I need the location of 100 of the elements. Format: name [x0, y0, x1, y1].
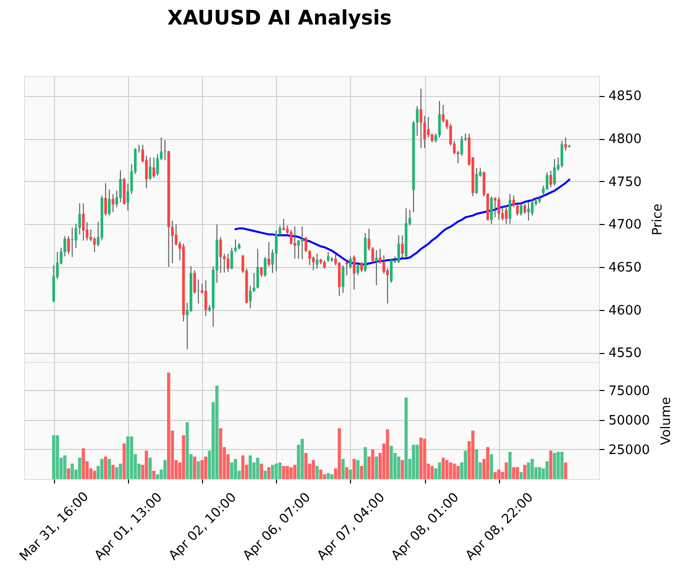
candlestick	[193, 270, 196, 294]
bar	[52, 435, 56, 479]
bar	[474, 449, 478, 479]
bar	[163, 460, 167, 479]
candlestick	[290, 229, 292, 245]
bar	[530, 458, 534, 479]
candlestick	[401, 234, 404, 258]
bar	[404, 397, 408, 479]
bar	[360, 466, 364, 479]
bar	[538, 467, 542, 479]
candlestick	[226, 253, 230, 272]
bar	[452, 464, 456, 479]
candlestick	[530, 198, 534, 216]
candlestick	[520, 203, 522, 216]
bar	[286, 466, 289, 479]
candlestick	[527, 202, 530, 221]
bar	[490, 454, 494, 479]
candlestick	[560, 140, 564, 168]
candlestick	[268, 242, 270, 267]
candlestick	[498, 196, 500, 220]
candlestick	[553, 158, 556, 186]
candlestick	[171, 220, 174, 264]
bar	[104, 456, 108, 479]
bar	[512, 467, 516, 479]
candlestick	[420, 88, 422, 149]
bar	[416, 444, 419, 479]
bar	[144, 450, 148, 479]
bar	[264, 470, 267, 479]
y-tick-label: 4550	[608, 346, 642, 362]
y-tick-label: 4650	[608, 260, 642, 276]
candlestick	[427, 116, 430, 138]
candlestick	[397, 234, 400, 264]
candlestick	[174, 224, 178, 246]
candlestick	[274, 230, 278, 272]
bar	[419, 438, 423, 479]
bar	[100, 458, 104, 479]
bar	[520, 472, 523, 479]
candlestick	[134, 148, 137, 175]
bar	[430, 466, 434, 479]
bar	[464, 450, 468, 479]
chart-title: XAUUSD AI Analysis	[167, 6, 392, 30]
y-tick-label: 4750	[608, 174, 642, 190]
bar	[204, 456, 208, 479]
bar	[248, 455, 252, 479]
bar	[186, 422, 189, 479]
candlestick	[316, 253, 318, 270]
candlestick	[508, 193, 512, 224]
bar	[78, 458, 82, 479]
bar	[364, 447, 367, 479]
bar	[471, 430, 474, 479]
bar	[390, 446, 393, 479]
candlestick	[352, 254, 356, 290]
candlestick	[523, 203, 526, 214]
candlestick	[204, 280, 208, 317]
candlestick	[234, 238, 237, 253]
bar	[523, 464, 526, 479]
bar	[494, 472, 497, 479]
candlestick	[475, 168, 478, 194]
bar	[516, 467, 519, 479]
candlestick	[264, 256, 266, 278]
y-axis-title: Volume	[658, 396, 674, 446]
bar	[256, 458, 260, 479]
bar	[312, 460, 315, 479]
bar	[549, 450, 552, 479]
bar	[504, 462, 508, 479]
candlestick	[349, 256, 352, 270]
y-tick-label: 4800	[608, 132, 642, 148]
bar	[70, 464, 74, 479]
bar	[564, 462, 568, 479]
bar	[126, 436, 130, 479]
bar	[386, 429, 390, 479]
bar	[449, 462, 452, 479]
candlestick	[219, 236, 222, 274]
bar	[108, 458, 111, 479]
y-tick-label: 50000	[608, 413, 650, 428]
bar	[319, 470, 322, 479]
candlestick	[549, 170, 552, 188]
candlestick	[282, 218, 286, 231]
bar	[330, 474, 334, 479]
y-tick-label: 4600	[608, 303, 642, 318]
candlestick	[148, 156, 152, 180]
bar	[66, 468, 70, 479]
bar	[442, 458, 445, 479]
candlestick	[256, 248, 260, 290]
y-tick-label: 4700	[608, 218, 642, 233]
candlestick	[108, 188, 111, 216]
candlestick	[104, 182, 107, 216]
bar	[338, 428, 341, 479]
bar	[326, 473, 330, 479]
bar	[118, 464, 122, 479]
candlestick	[230, 247, 234, 270]
bar	[215, 386, 218, 479]
bar	[293, 464, 296, 479]
candlestick	[82, 202, 85, 241]
bar	[348, 470, 352, 479]
bar	[400, 460, 404, 479]
candlestick	[164, 139, 166, 161]
bar	[374, 456, 378, 479]
bar	[486, 447, 490, 479]
bar	[182, 435, 186, 479]
